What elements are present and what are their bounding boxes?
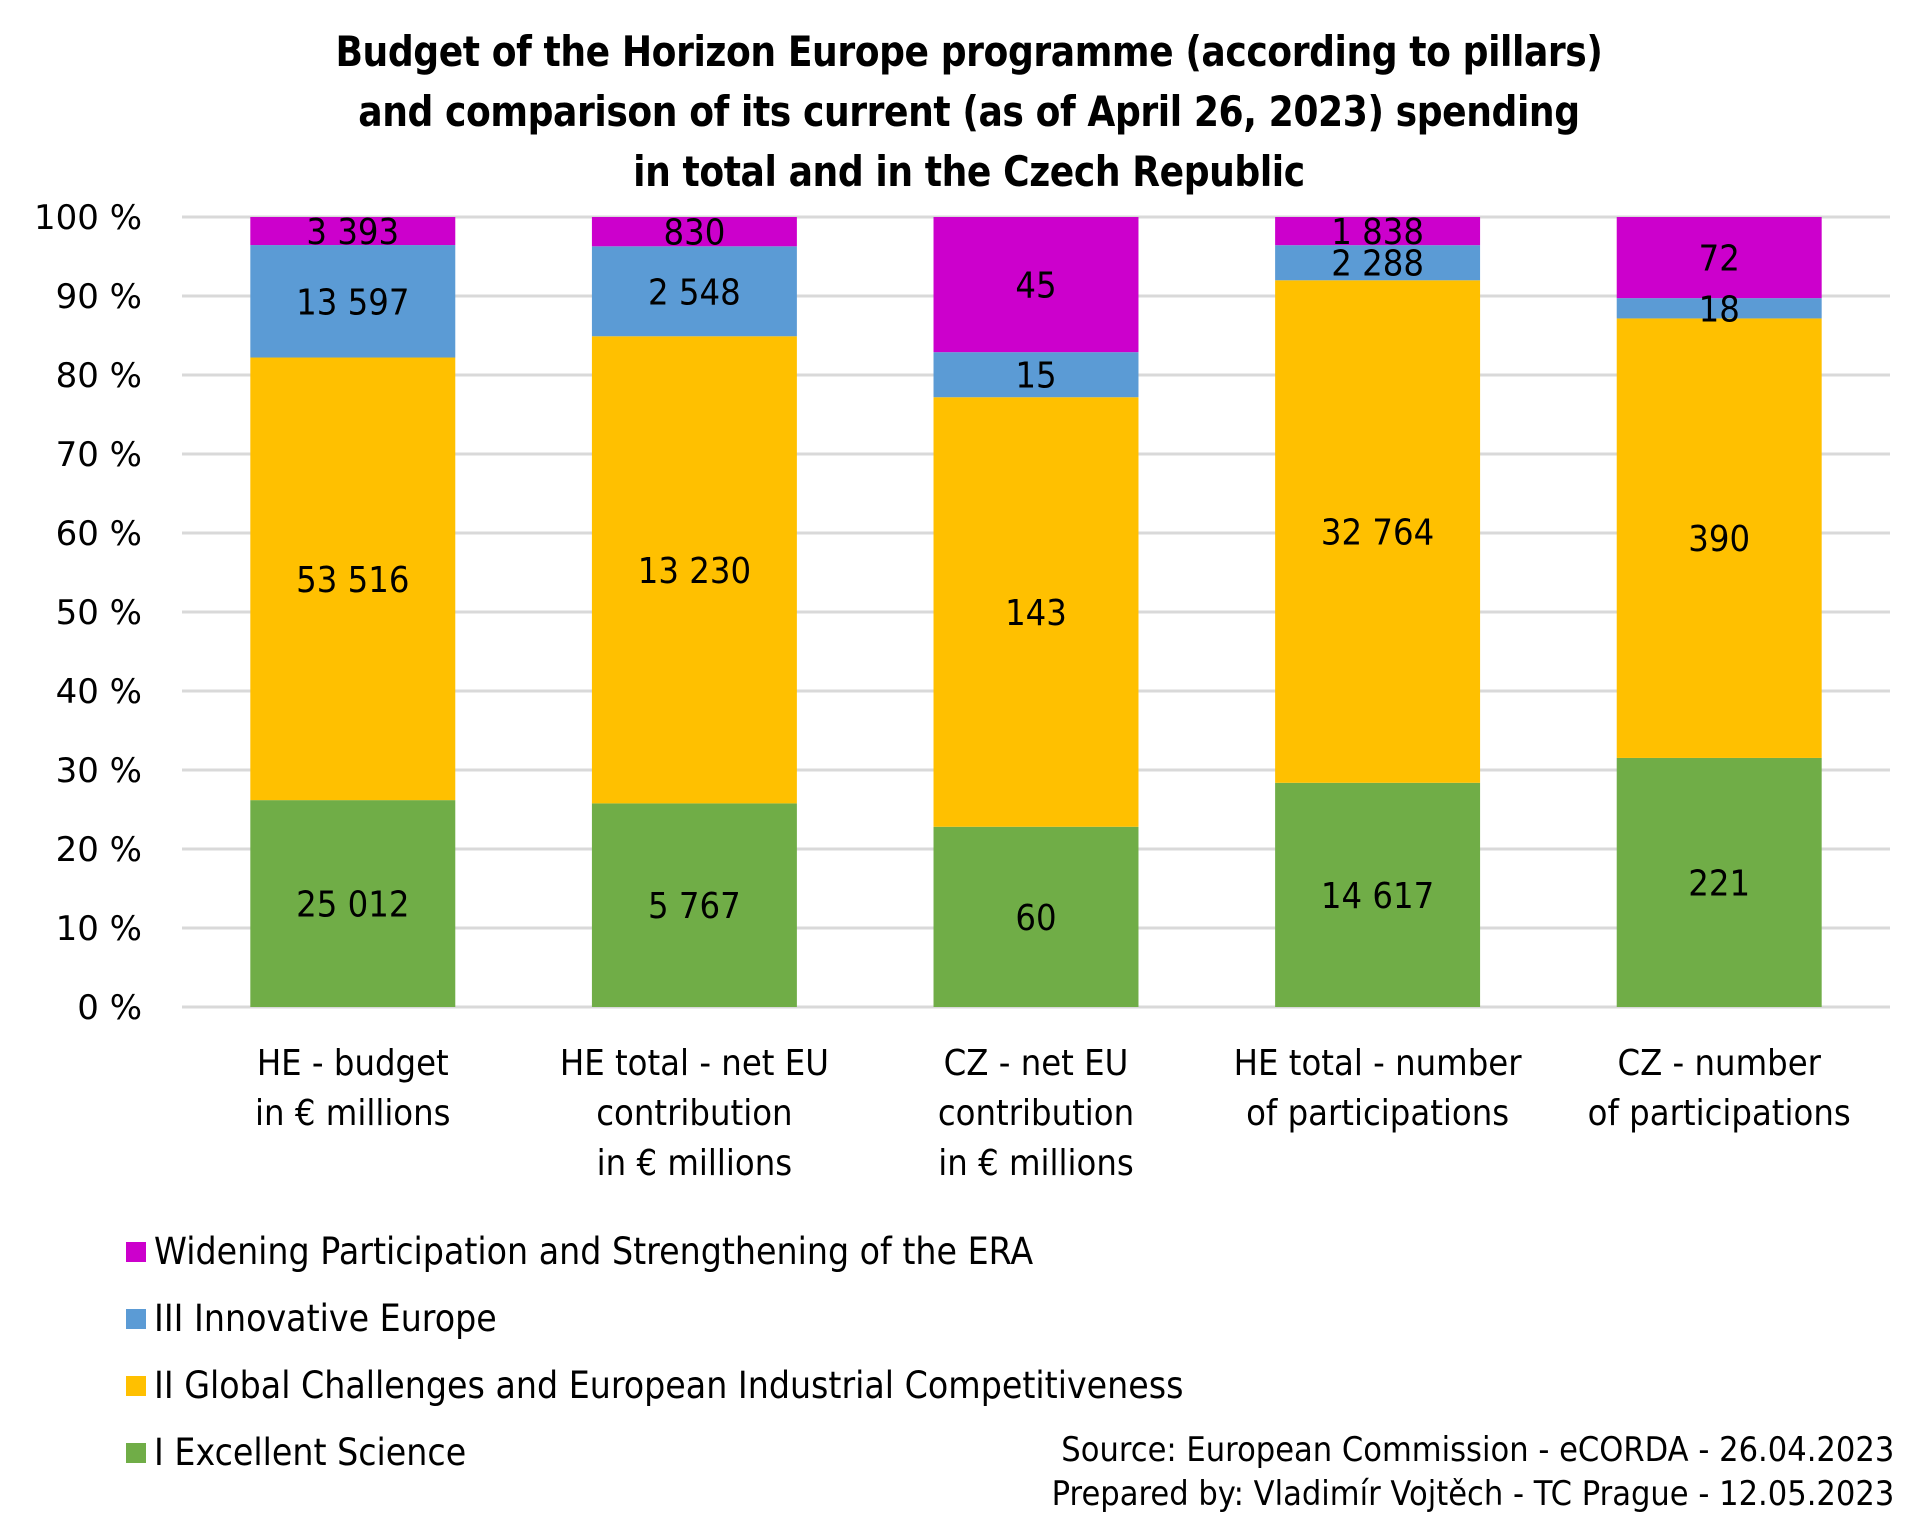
- x-category-label: contribution: [938, 1092, 1134, 1134]
- x-category-label: of participations: [1588, 1092, 1851, 1134]
- bar-segment: [250, 800, 456, 1007]
- data-label: 143: [1005, 592, 1067, 634]
- bar-segment: [250, 245, 456, 358]
- chart-title-line: Budget of the Horizon Europe programme (…: [335, 27, 1603, 76]
- chart-title-line: in total and in the Czech Republic: [633, 147, 1305, 196]
- bar-segment: [591, 217, 797, 247]
- bar-segment: [1616, 217, 1822, 299]
- x-category-label: HE total - number: [1234, 1042, 1523, 1084]
- data-label: 3 393: [306, 211, 399, 253]
- y-tick-label: 100 %: [34, 198, 142, 238]
- source-line: Source: European Commission - eCORDA - 2…: [1060, 1430, 1894, 1470]
- chart-title-line: and comparison of its current (as of Apr…: [358, 87, 1580, 136]
- data-label: 221: [1688, 863, 1750, 905]
- data-label: 1 838: [1331, 212, 1424, 254]
- bars: [250, 217, 1822, 1007]
- data-label: 45: [1015, 265, 1056, 307]
- legend-label: II Global Challenges and European Indust…: [154, 1364, 1184, 1407]
- legend-swatch: [126, 1241, 146, 1262]
- chart-title: Budget of the Horizon Europe programme (…: [144, 22, 1793, 202]
- bar-segment: [1275, 217, 1481, 246]
- data-label: 390: [1688, 519, 1750, 561]
- data-label: 5 767: [648, 886, 741, 928]
- y-tick-label: 80 %: [56, 356, 142, 396]
- bar-segment: [591, 336, 797, 804]
- legend: Widening Participation and Strengthening…: [126, 1218, 1298, 1486]
- y-tick-label: 0 %: [77, 988, 142, 1028]
- data-label: 72: [1699, 238, 1740, 280]
- x-category-label: contribution: [596, 1092, 792, 1134]
- data-label: 18: [1699, 289, 1740, 331]
- data-label: 13 597: [296, 282, 409, 324]
- x-category-label: CZ - net EU: [944, 1042, 1129, 1084]
- x-category-label: HE - budget: [257, 1042, 449, 1084]
- legend-label: Widening Participation and Strengthening…: [154, 1230, 1034, 1273]
- bar-segment: [1275, 245, 1481, 281]
- legend-swatch: [126, 1308, 146, 1329]
- data-label: 830: [663, 212, 725, 254]
- x-category-label: in € millions: [938, 1142, 1133, 1184]
- bar-segment: [1616, 318, 1822, 758]
- data-label: 25 012: [296, 884, 409, 926]
- bar-segment: [1275, 280, 1481, 783]
- y-tick-label: 40 %: [56, 672, 142, 712]
- x-axis-category-labels: HE - budget in € millions HE total - net E…: [255, 1042, 1851, 1184]
- bar-segment: [933, 352, 1139, 398]
- data-label: 60: [1015, 897, 1056, 939]
- data-label: 15: [1015, 355, 1056, 397]
- data-label: 13 230: [638, 550, 751, 592]
- y-tick-label: 70 %: [56, 435, 142, 475]
- data-label: 2 548: [648, 272, 741, 314]
- legend-label: III Innovative Europe: [154, 1297, 497, 1340]
- bar-segment: [250, 217, 456, 246]
- bar-segment: [933, 397, 1139, 827]
- bar-segment: [933, 217, 1139, 353]
- prepared-by-line: Prepared by: Vladimír Vojtěch - TC Pragu…: [1051, 1474, 1894, 1514]
- bar-segment: [1616, 298, 1822, 319]
- source-note: Source: European Commission - eCORDA - 2…: [958, 1428, 1894, 1516]
- x-category-label: HE total - net EU: [560, 1042, 829, 1084]
- legend-item: I Excellent Science: [126, 1419, 1298, 1486]
- data-label: 2 288: [1331, 243, 1424, 285]
- x-category-label: of participations: [1246, 1092, 1509, 1134]
- y-tick-label: 50 %: [56, 593, 142, 633]
- legend-item: Widening Participation and Strengthening…: [126, 1218, 1298, 1285]
- y-tick-label: 10 %: [56, 909, 142, 949]
- bar-segment: [933, 826, 1139, 1007]
- legend-item: III Innovative Europe: [126, 1285, 1298, 1352]
- legend-swatch: [126, 1375, 146, 1396]
- bar-segment: [1275, 782, 1481, 1007]
- data-labels: 25 012 53 516 13 597 3 393 5 767 13 230 2 548 8…: [296, 211, 1750, 939]
- y-tick-label: 60 %: [56, 514, 142, 554]
- legend-item: II Global Challenges and European Indust…: [126, 1352, 1298, 1419]
- y-tick-label: 30 %: [56, 751, 142, 791]
- bar-segment: [591, 246, 797, 337]
- x-category-label: in € millions: [255, 1092, 450, 1134]
- data-label: 32 764: [1321, 512, 1434, 554]
- legend-label: I Excellent Science: [154, 1431, 467, 1474]
- data-label: 53 516: [296, 559, 409, 601]
- legend-swatch: [126, 1442, 146, 1463]
- bar-segment: [591, 803, 797, 1007]
- y-tick-label: 20 %: [56, 830, 142, 870]
- x-category-label: in € millions: [597, 1142, 792, 1184]
- y-axis-tick-labels: 0 % 10 % 20 % 30 % 40 % 50 % 60 % 70 % 80 % 90 % 1…: [34, 198, 142, 1028]
- data-label: 14 617: [1321, 875, 1434, 917]
- x-category-label: CZ - number: [1617, 1042, 1821, 1084]
- bar-segment: [250, 357, 456, 801]
- y-tick-label: 90 %: [56, 277, 142, 317]
- bar-segment: [1616, 757, 1822, 1007]
